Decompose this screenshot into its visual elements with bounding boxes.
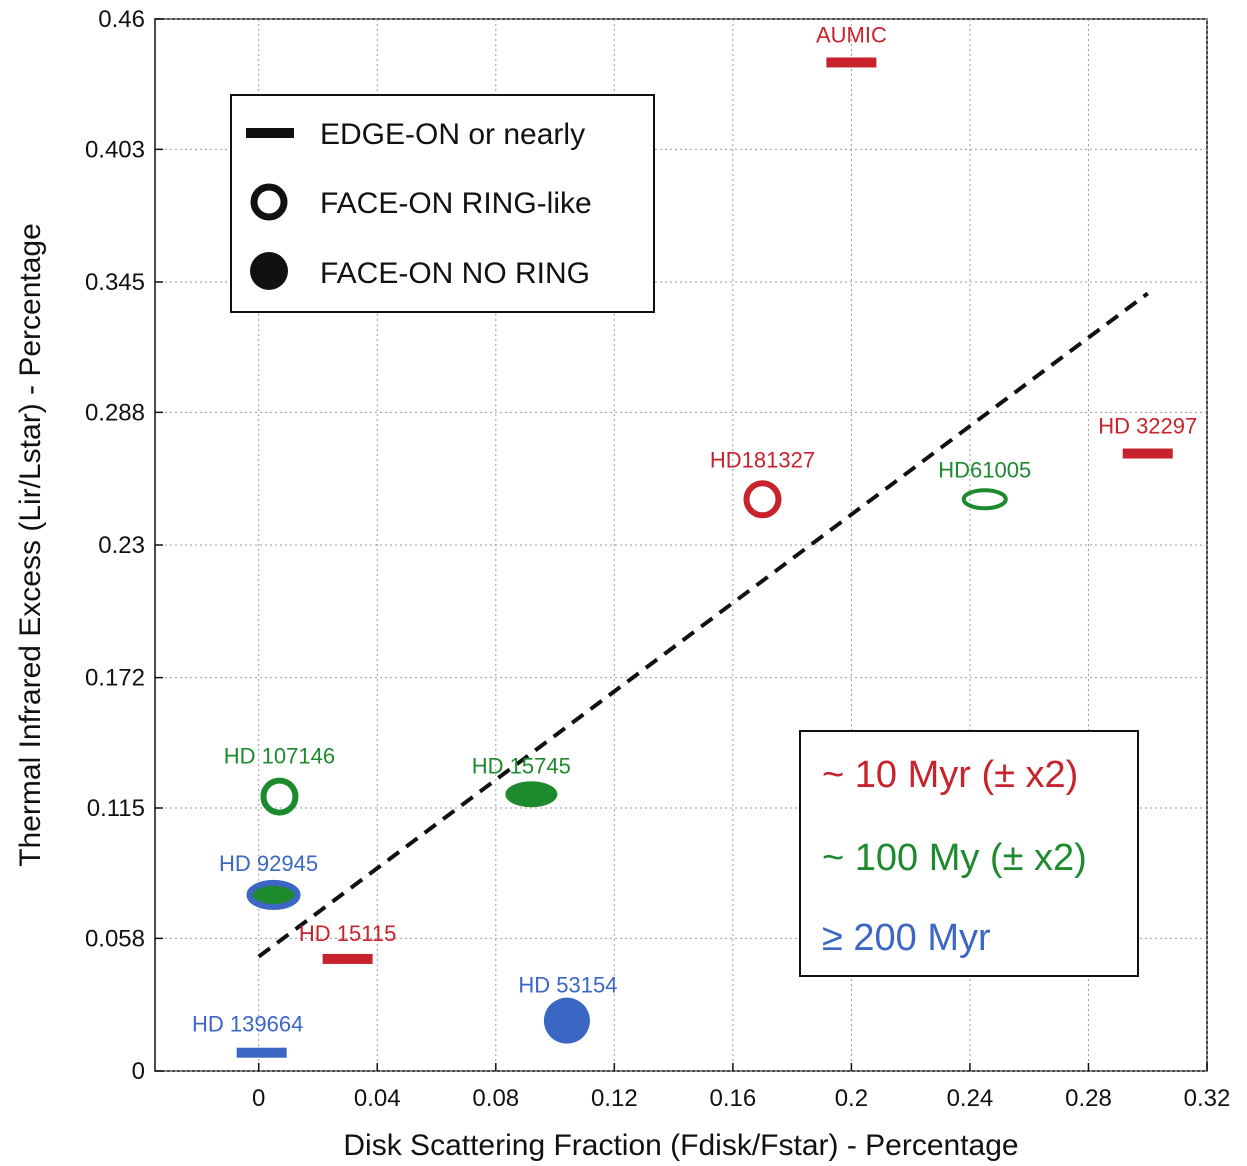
age-legend-100myr: ~ 100 My (± x2) — [822, 837, 1087, 879]
x-tick-label: 0.28 — [1065, 1085, 1112, 1112]
data-point — [961, 488, 1008, 511]
age-legend: ~ 10 Myr (± x2) ~ 100 My (± x2) ≥ 200 My… — [799, 730, 1139, 977]
x-tick-label: 0.2 — [835, 1085, 868, 1112]
data-point — [322, 953, 373, 964]
legend-edge-on-icon — [246, 128, 294, 138]
y-tick-label: 0 — [132, 1058, 145, 1085]
y-tick-label: 0.115 — [87, 795, 145, 822]
data-point — [260, 777, 299, 816]
y-axis-title: Thermal Infrared Excess (Lir/Lstar) - Pe… — [14, 223, 47, 867]
point-label: AUMIC — [816, 22, 887, 47]
x-tick-label: 0.08 — [472, 1085, 519, 1112]
data-points: AUMIC HD 32297 HD181327 HD61005 HD 107146 HD … — [192, 22, 1197, 1058]
legend-box — [230, 94, 655, 313]
point-label: HD 15115 — [299, 921, 396, 946]
data-point — [826, 57, 877, 68]
legend-edge-on-label: EDGE-ON or nearly — [320, 118, 585, 151]
data-point — [543, 997, 590, 1044]
ring-marker — [743, 480, 782, 519]
ring-marker — [260, 777, 299, 816]
x-tick-label: 0.32 — [1184, 1085, 1231, 1112]
age-legend-200myr: ≥ 200 Myr — [822, 917, 991, 959]
point-label: HD 53154 — [518, 973, 617, 998]
data-point — [743, 480, 782, 519]
point-label: HD 107146 — [224, 744, 335, 769]
x-tick-label: 0 — [252, 1085, 265, 1112]
ring-marker — [961, 488, 1008, 511]
legend-no-ring-label: FACE-ON NO RING — [320, 257, 590, 290]
point-label: HD61005 — [938, 457, 1031, 482]
x-tick-label: 0.24 — [947, 1085, 994, 1112]
legend-filled-icon — [250, 252, 288, 290]
data-point — [236, 1047, 287, 1058]
y-tick-label: 0.46 — [98, 6, 145, 33]
x-tick-label: 0.04 — [354, 1085, 401, 1112]
data-point — [1122, 448, 1173, 459]
y-tick-label: 0.23 — [98, 532, 145, 559]
edge-on-marker — [826, 57, 877, 68]
axis-ticks: 0 0.04 0.08 0.12 0.16 0.2 0.24 0.28 0.32 0 0.058 0.… — [85, 6, 1230, 1112]
data-point — [246, 879, 301, 910]
x-tick-label: 0.16 — [709, 1085, 756, 1112]
filled-marker — [543, 997, 590, 1044]
y-tick-label: 0.345 — [85, 269, 145, 296]
x-tick-label: 0.12 — [591, 1085, 638, 1112]
y-tick-label: 0.058 — [85, 925, 145, 952]
ring-marker — [246, 879, 301, 910]
y-tick-label: 0.172 — [85, 665, 145, 692]
legend-ring-label: FACE-ON RING-like — [320, 187, 592, 220]
y-tick-label: 0.403 — [85, 136, 145, 163]
shape-legend: EDGE-ON or nearly FACE-ON RING-like FACE… — [230, 94, 655, 313]
point-label: HD 92945 — [219, 851, 318, 876]
filled-marker — [505, 781, 558, 808]
y-tick-label: 0.288 — [85, 399, 145, 426]
legend-ring-icon — [250, 183, 288, 221]
point-label: HD 32297 — [1098, 414, 1197, 439]
edge-on-marker — [236, 1047, 287, 1058]
point-label: HD 15745 — [472, 753, 571, 778]
trend-line-path — [257, 291, 1149, 959]
edge-on-marker — [1122, 448, 1173, 459]
x-axis-title: Disk Scattering Fraction (Fdisk/Fstar) -… — [343, 1129, 1018, 1162]
point-label: HD181327 — [710, 447, 815, 472]
trend-line — [257, 291, 1149, 959]
point-label: HD 139664 — [192, 1012, 303, 1037]
age-legend-10myr: ~ 10 Myr (± x2) — [822, 754, 1078, 796]
edge-on-marker — [322, 953, 373, 964]
data-point — [505, 781, 558, 808]
age-legend-box — [799, 730, 1139, 977]
